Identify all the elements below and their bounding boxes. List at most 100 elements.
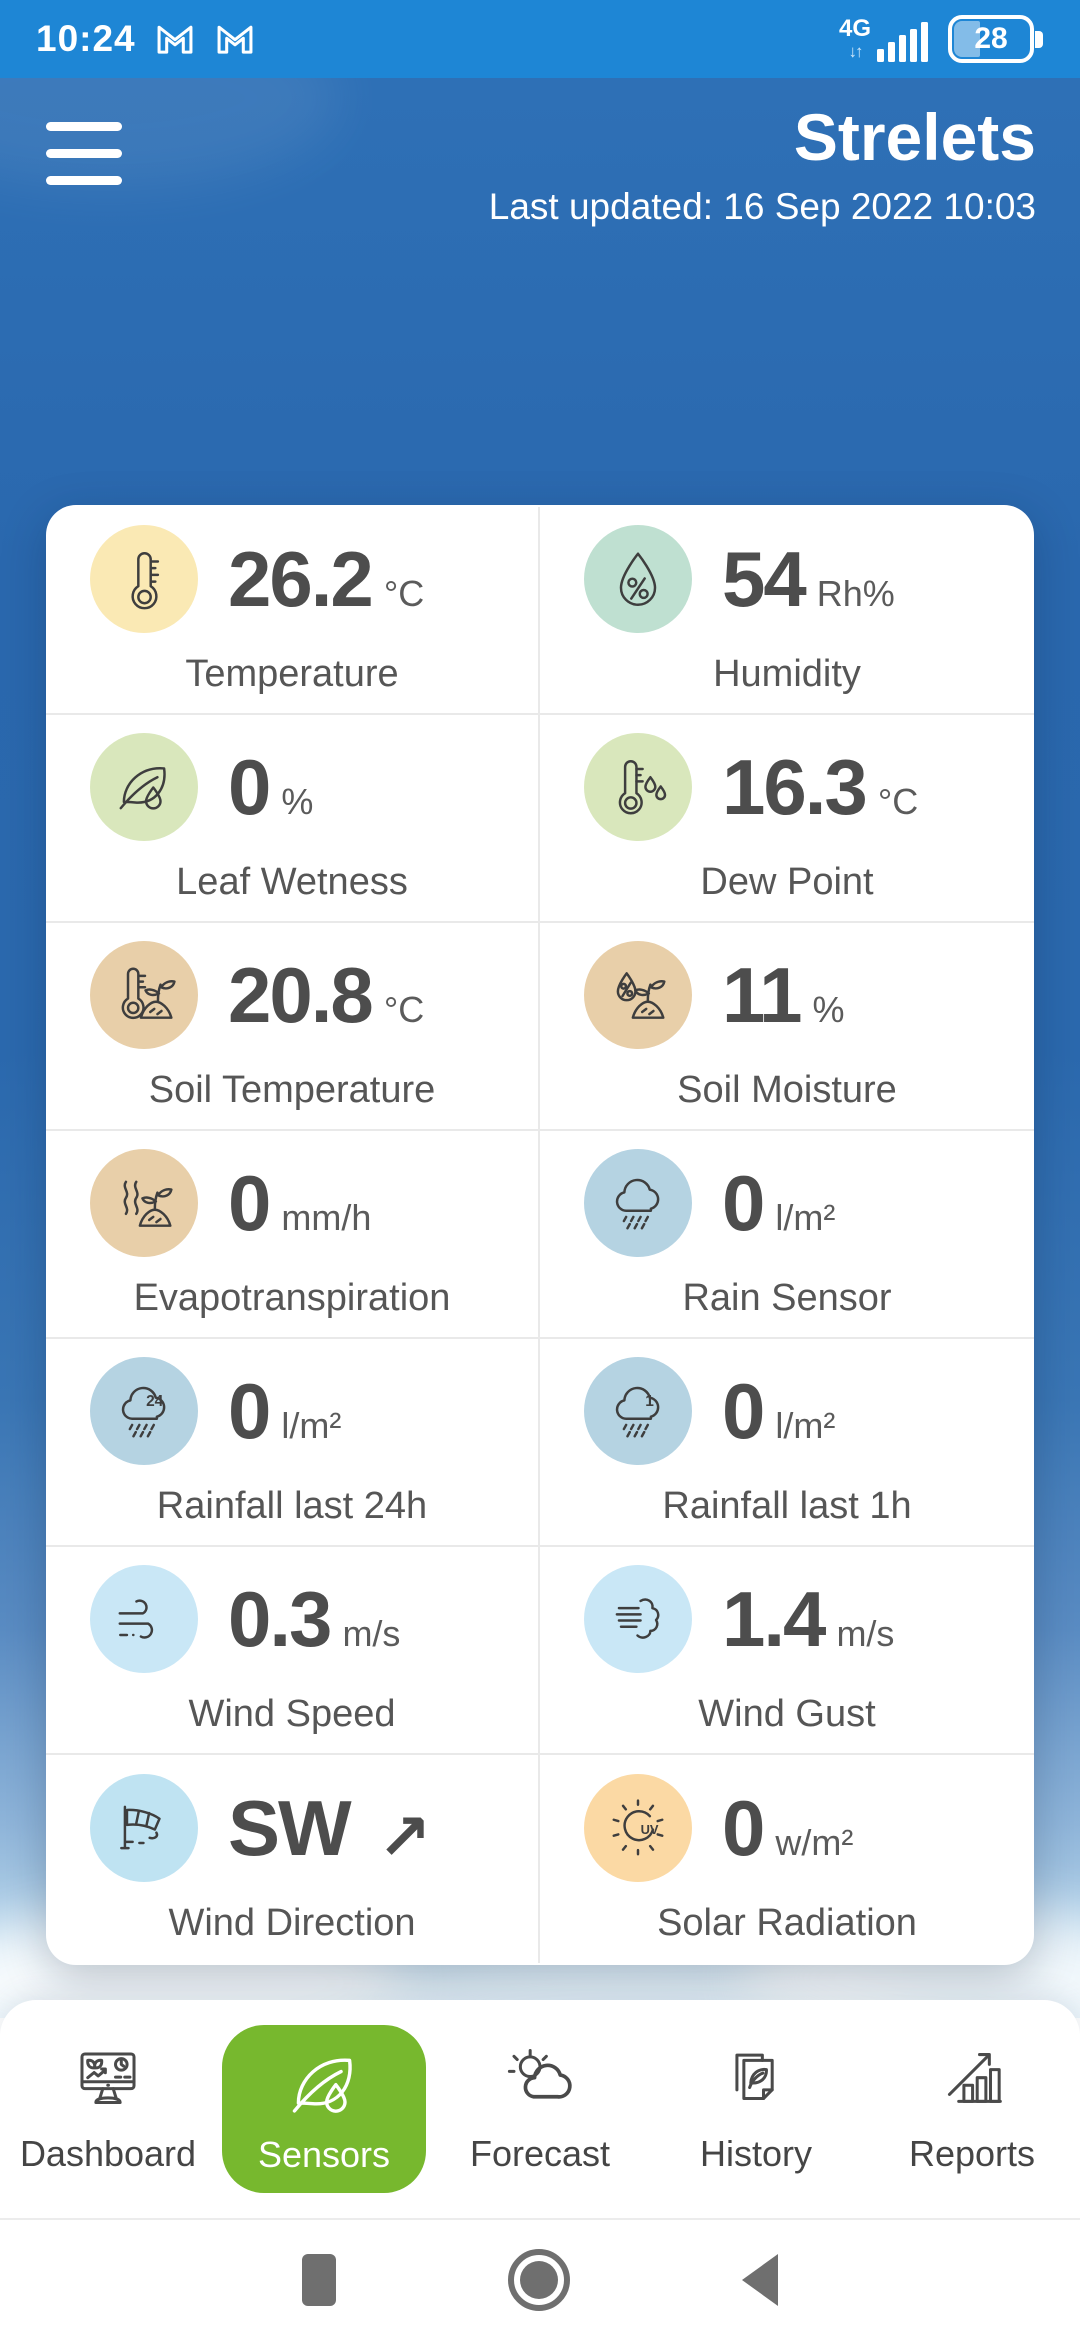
- gmail-notification-icon: [157, 25, 193, 54]
- sensor-cell-rainfall-1h[interactable]: 1 0 l/m² Rainfall last 1h: [540, 1339, 1034, 1547]
- leaf-drop-icon: [90, 732, 198, 841]
- sensor-value: SW: [228, 1783, 352, 1872]
- windsock-icon: [90, 1773, 198, 1882]
- battery-percent: 28: [974, 22, 1008, 55]
- bottom-nav-bar: Dashboard Sensors Forecast History: [0, 2000, 1080, 2218]
- sensor-cell-dew-point[interactable]: 16.3 °C Dew Point: [540, 715, 1034, 923]
- dashboard-icon: [80, 2052, 136, 2105]
- sensor-label: Rain Sensor: [682, 1276, 892, 1319]
- thermometer-icon: [90, 524, 198, 633]
- sensor-value: 26.2: [228, 534, 374, 623]
- solar-uv-icon: UV: [584, 1773, 692, 1882]
- sensor-cell-wind-gust[interactable]: 1.4 m/s Wind Gust: [540, 1547, 1034, 1755]
- svg-text:1: 1: [645, 1392, 654, 1409]
- soil-temperature-icon: [90, 940, 198, 1049]
- data-transfer-arrows-icon: ↓↑: [848, 41, 863, 61]
- home-button[interactable]: [508, 2249, 570, 2311]
- sensor-value: 0: [722, 1366, 765, 1455]
- sensor-unit: Rh%: [816, 572, 895, 614]
- sensor-cell-solar-radiation[interactable]: UV 0 w/m² Solar Radiation: [540, 1755, 1034, 1963]
- nav-label: Forecast: [469, 2133, 611, 2174]
- sensor-unit: %: [812, 988, 845, 1030]
- sensor-unit: m/s: [836, 1612, 895, 1654]
- rain-cloud-icon: [584, 1148, 692, 1257]
- sensor-value: 0: [228, 742, 271, 831]
- humidity-drop-icon: [584, 524, 692, 633]
- last-updated-text: Last updated: 16 Sep 2022 10:03: [488, 185, 1036, 227]
- sensor-card: 26.2 °C Temperature 54 Rh% Humidity: [46, 505, 1034, 1965]
- network-type-label: 4G: [838, 14, 871, 42]
- sensors-leaf-icon: [292, 2058, 352, 2113]
- sensor-cell-humidity[interactable]: 54 Rh% Humidity: [540, 507, 1034, 715]
- clock: 10:24: [36, 18, 136, 59]
- wind-direction-arrow: ↗: [377, 1800, 432, 1873]
- sensor-value: 0: [228, 1158, 271, 1247]
- svg-text:UV: UV: [641, 1822, 659, 1837]
- nav-label: History: [699, 2133, 812, 2174]
- sensor-unit: l/m²: [281, 1404, 342, 1446]
- sensor-cell-temperature[interactable]: 26.2 °C Temperature: [46, 507, 540, 715]
- sensor-cell-soil-moisture[interactable]: 11% Soil Moisture: [540, 923, 1034, 1131]
- sensor-label: Soil Moisture: [677, 1068, 897, 1111]
- sensor-value: 0: [722, 1158, 765, 1247]
- wind-gust-icon: [584, 1564, 692, 1673]
- sensor-value: 11: [722, 950, 802, 1039]
- rain-24h-icon: 24: [90, 1356, 198, 1465]
- app-header: Strelets Last updated: 16 Sep 2022 10:03: [46, 100, 1036, 228]
- sensor-unit: °C: [383, 988, 425, 1030]
- nav-label: Dashboard: [19, 2133, 197, 2174]
- recents-button[interactable]: [302, 2254, 336, 2306]
- sensor-unit: °C: [877, 780, 919, 822]
- signal-bars-icon: [877, 21, 928, 62]
- sensor-unit: m/s: [342, 1612, 401, 1654]
- sensor-label: Wind Direction: [168, 1901, 416, 1944]
- status-bar: 10:24 4G ↓↑ 28: [0, 0, 1080, 78]
- hamburger-menu-button[interactable]: [46, 100, 122, 203]
- sensor-value: 54: [722, 534, 807, 623]
- sensor-value: 0: [722, 1783, 765, 1872]
- sensor-label: Leaf Wetness: [176, 860, 408, 903]
- nav-item-dashboard[interactable]: Dashboard: [20, 2043, 196, 2175]
- nav-item-reports[interactable]: Reports: [909, 2043, 1035, 2175]
- gmail-notification-icon: [217, 25, 253, 54]
- nav-item-sensors-active[interactable]: Sensors: [222, 2025, 426, 2193]
- sensor-cell-wind-speed[interactable]: 0.3 m/s Wind Speed: [46, 1547, 540, 1755]
- reports-icon: [947, 2053, 1002, 2103]
- back-button[interactable]: [742, 2254, 778, 2306]
- sensor-value: 0.3: [228, 1574, 332, 1663]
- sensor-label: Rainfall last 24h: [156, 1484, 428, 1527]
- soil-moisture-icon: [584, 940, 692, 1049]
- sensor-cell-evapotranspiration[interactable]: 0 mm/h Evapotranspiration: [46, 1131, 540, 1339]
- wind-speed-icon: [90, 1564, 198, 1673]
- nav-item-history[interactable]: History: [700, 2043, 812, 2175]
- sensor-value: 16.3: [722, 742, 868, 831]
- sensor-cell-wind-direction[interactable]: SW ↗ Wind Direction: [46, 1755, 540, 1963]
- sensor-cell-rainfall-24h[interactable]: 24 0 l/m² Rainfall last 24h: [46, 1339, 540, 1547]
- sensor-value: 0: [228, 1366, 271, 1455]
- nav-label: Reports: [908, 2133, 1036, 2174]
- sensor-label: Wind Gust: [698, 1692, 876, 1735]
- sensor-label: Evapotranspiration: [133, 1276, 451, 1319]
- sensor-unit: %: [281, 780, 314, 822]
- nav-item-forecast[interactable]: Forecast: [470, 2043, 610, 2175]
- sensor-unit: w/m²: [775, 1821, 854, 1863]
- station-title: Strelets: [793, 100, 1036, 174]
- rain-1h-icon: 1: [584, 1356, 692, 1465]
- sensor-label: Soil Temperature: [148, 1068, 436, 1111]
- sensor-cell-soil-temperature[interactable]: 20.8 °C Soil Temperature: [46, 923, 540, 1131]
- dew-point-icon: [584, 732, 692, 841]
- sensor-label: Solar Radiation: [657, 1901, 917, 1944]
- svg-text:24: 24: [146, 1392, 164, 1409]
- android-nav-bar: [0, 2218, 1080, 2340]
- sensor-unit: °C: [383, 572, 425, 614]
- sensor-cell-leaf-wetness[interactable]: 0% Leaf Wetness: [46, 715, 540, 923]
- sensor-cell-rain-sensor[interactable]: 0 l/m² Rain Sensor: [540, 1131, 1034, 1339]
- sensor-value: 20.8: [228, 950, 374, 1039]
- history-icon: [735, 2053, 774, 2101]
- sensor-unit: l/m²: [775, 1404, 836, 1446]
- sensor-value: 1.4: [722, 1574, 826, 1663]
- battery-nub: [1035, 31, 1043, 48]
- sensor-label: Wind Speed: [188, 1692, 396, 1735]
- sensor-label: Rainfall last 1h: [662, 1484, 912, 1527]
